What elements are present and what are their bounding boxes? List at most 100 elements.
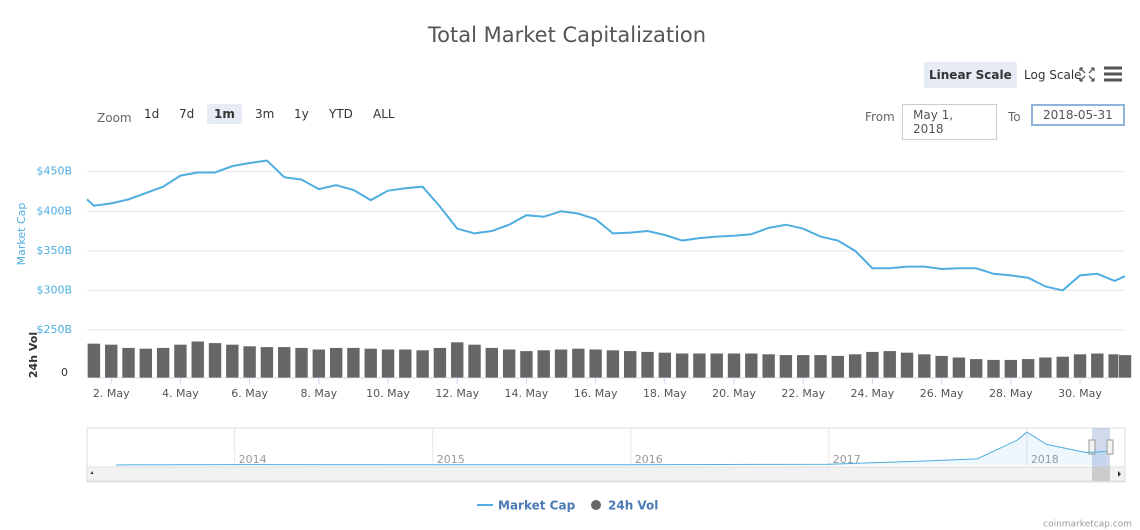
volume-bar: [761, 353, 776, 379]
volume-bar: [87, 343, 101, 379]
volume-bar: [986, 359, 1001, 379]
volume-bar: [1004, 359, 1018, 379]
navigator-frame: [86, 427, 1126, 483]
from-label: From: [865, 110, 895, 124]
volume-bar: [190, 340, 205, 379]
legend-label[interactable]: Market Cap: [498, 499, 576, 513]
zoom-button[interactable]: 7d: [179, 107, 195, 121]
menu-icon[interactable]: [1104, 66, 1122, 82]
volume-bar: [848, 353, 862, 379]
volume-bar: [502, 348, 516, 379]
volume-bar: [363, 348, 378, 379]
volume-bar: [277, 346, 292, 379]
legend-label[interactable]: 24h Vol: [608, 499, 658, 513]
volume-bar: [346, 347, 361, 379]
x-tick-label: 20. May: [712, 387, 756, 400]
navigator-handle[interactable]: [1106, 439, 1114, 455]
volume-bar: [467, 344, 482, 379]
volume-bar: [831, 355, 845, 379]
volume-bar: [554, 348, 568, 379]
x-tick-label: 24. May: [851, 387, 895, 400]
chart-title: Total Market Capitalization: [427, 23, 706, 47]
navigator-line: [115, 431, 1107, 466]
scrollbar-thumb[interactable]: [1092, 467, 1110, 481]
volume-bar: [104, 344, 119, 379]
zoom-button[interactable]: ALL: [373, 107, 395, 121]
zoom-button[interactable]: 3m: [255, 107, 275, 121]
volume-bar: [242, 345, 257, 379]
volume-bar: [606, 349, 620, 379]
navigator-area: [115, 432, 1107, 465]
volume-bar: [225, 344, 240, 379]
volume-bar: [588, 348, 603, 379]
volume-bar: [779, 354, 793, 379]
x-tick-label: 30. May: [1058, 387, 1102, 400]
volume-bar: [398, 348, 413, 379]
legend-symbol: [591, 500, 601, 510]
volume-bar: [623, 350, 638, 379]
volume-bar: [934, 355, 949, 379]
volume-bar: [139, 348, 153, 379]
zoom-button[interactable]: YTD: [329, 107, 353, 121]
to-label: To: [1008, 110, 1021, 124]
zoom-button[interactable]: 1y: [294, 107, 309, 121]
volume-bar: [156, 347, 170, 379]
x-tick-label: 2. May: [93, 387, 130, 400]
y-tick-label: $250B: [36, 323, 72, 336]
volume-bar: [450, 341, 465, 379]
x-tick-label: 14. May: [505, 387, 549, 400]
x-tick-label: 22. May: [781, 387, 825, 400]
zoom-button[interactable]: 1m: [207, 104, 242, 124]
volume-bar: [658, 352, 672, 379]
volume-bar: [796, 354, 811, 379]
volume-bar: [865, 351, 880, 379]
x-tick-label: 4. May: [162, 387, 199, 400]
navigator-tick-label: 2014: [239, 453, 267, 466]
volume-bar: [433, 347, 447, 379]
market-cap-line: [86, 159, 1126, 292]
volume-bar: [1021, 358, 1035, 379]
y-tick-label: $400B: [36, 204, 72, 217]
scrollbar[interactable]: [86, 466, 1126, 482]
navigator-tick-label: 2018: [1031, 453, 1059, 466]
y2-axis-label: 24h Vol: [27, 332, 40, 378]
navigator-selection[interactable]: [1092, 428, 1110, 467]
x-tick-label: 8. May: [300, 387, 337, 400]
volume-bar: [1038, 356, 1053, 379]
y-tick-label: $450B: [36, 165, 72, 178]
volume-bar: [917, 353, 932, 379]
volume-bar: [485, 347, 499, 379]
y2-tick-label: 0: [61, 366, 68, 379]
volume-bar: [1090, 352, 1105, 379]
volume-bar: [709, 352, 724, 379]
navigator-tick-label: 2016: [635, 453, 663, 466]
volume-bar: [294, 347, 309, 379]
navigator-handle[interactable]: [1088, 439, 1096, 455]
zoom-button[interactable]: 1d: [144, 107, 160, 121]
volume-bar: [121, 347, 136, 379]
volume-bar: [260, 346, 274, 379]
volume-bar: [1118, 354, 1132, 379]
y-tick-label: $350B: [36, 244, 72, 257]
to-input[interactable]: 2018-05-31: [1031, 104, 1125, 126]
volume-bar: [640, 351, 655, 379]
volume-bar: [727, 352, 741, 379]
volume-bar: [173, 344, 188, 379]
volume-bar: [329, 347, 343, 379]
from-input[interactable]: May 1, 2018: [902, 104, 997, 140]
credit: coinmarketcap.com: [1043, 520, 1132, 530]
scale-button[interactable]: Log Scale: [1024, 68, 1082, 82]
y-tick-label: $300B: [36, 283, 72, 296]
volume-bar: [952, 356, 966, 379]
volume-bar: [744, 352, 759, 379]
volume-bar: [692, 352, 707, 379]
volume-bar: [519, 350, 534, 379]
fullscreen-icon[interactable]: [1079, 67, 1095, 82]
volume-bar: [969, 358, 984, 379]
scale-button[interactable]: Linear Scale: [924, 62, 1017, 88]
volume-bar: [415, 349, 430, 379]
x-tick-label: 28. May: [989, 387, 1033, 400]
volume-bar: [675, 352, 689, 379]
